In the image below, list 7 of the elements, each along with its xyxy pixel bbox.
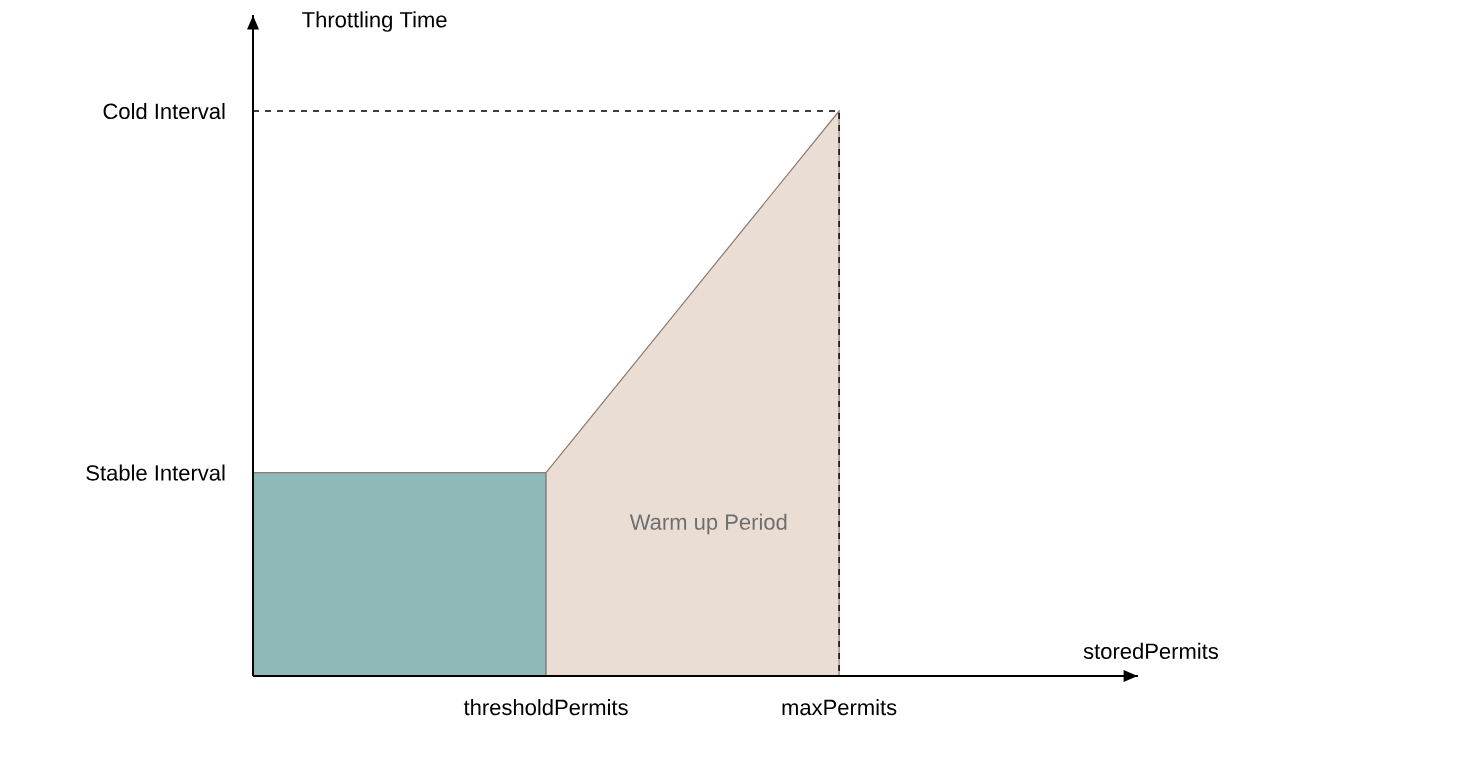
annotation: Warm up Period xyxy=(629,513,787,535)
y-axis-title: Throttling Time xyxy=(302,11,447,32)
x-axis-title: storedPermits xyxy=(1083,642,1218,660)
x-tick-label: thresholdPermits xyxy=(463,699,628,716)
text: Stable Interval xyxy=(86,464,225,481)
text: Cold Interval xyxy=(103,102,225,120)
x-tick-label: maxPermits xyxy=(782,699,897,716)
